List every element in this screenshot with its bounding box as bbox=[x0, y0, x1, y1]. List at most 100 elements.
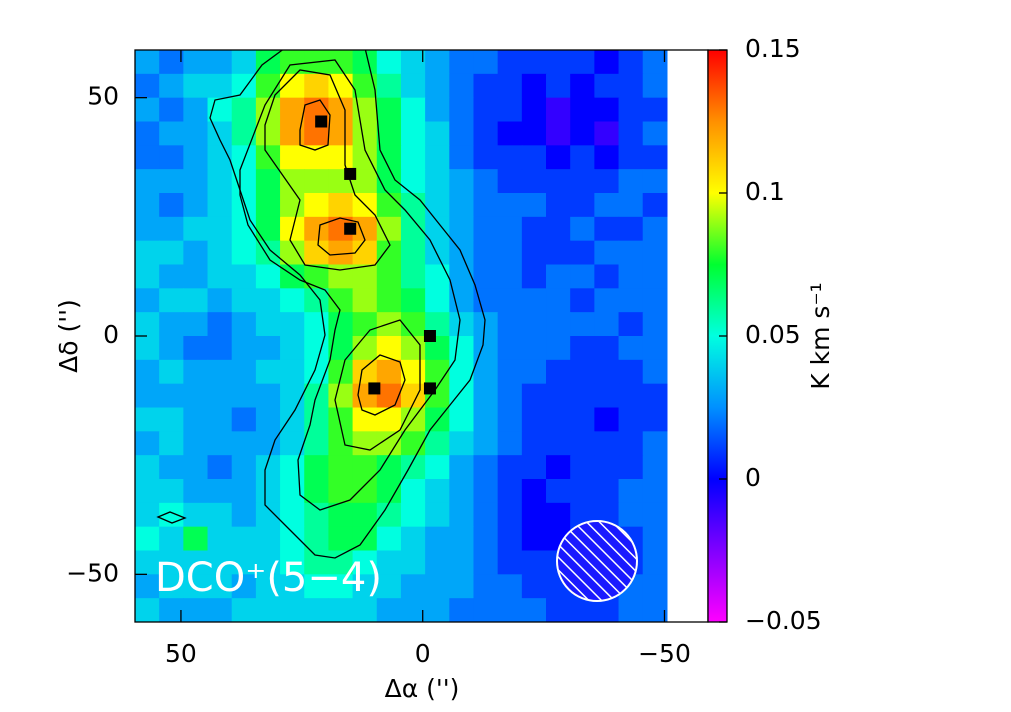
contour bbox=[334, 319, 421, 451]
heatmap-cell bbox=[328, 193, 354, 218]
heatmap-cell bbox=[255, 598, 281, 622]
heatmap-cell bbox=[497, 407, 523, 432]
heatmap-cell bbox=[642, 169, 668, 194]
heatmap-cell bbox=[328, 502, 354, 528]
heatmap-cell bbox=[570, 288, 595, 313]
heatmap-cell bbox=[352, 288, 378, 313]
heatmap-cell bbox=[642, 288, 668, 313]
heatmap-cell bbox=[183, 50, 209, 75]
heatmap-cell bbox=[183, 121, 209, 146]
heatmap-cell bbox=[159, 312, 184, 337]
heatmap-cell bbox=[207, 526, 233, 552]
heatmap-cell bbox=[376, 121, 402, 146]
heatmap-cell bbox=[231, 288, 257, 313]
heatmap-cell bbox=[183, 359, 209, 385]
heatmap-cell bbox=[570, 479, 595, 504]
heatmap-cell bbox=[400, 145, 426, 170]
heatmap-cell bbox=[207, 288, 233, 313]
heatmap-cell bbox=[400, 312, 426, 337]
heatmap-cell bbox=[594, 479, 620, 504]
heatmap-cell bbox=[352, 598, 378, 622]
source-marker bbox=[344, 167, 357, 180]
heatmap-cell bbox=[400, 574, 426, 599]
heatmap-cell bbox=[231, 407, 257, 432]
heatmap-cell bbox=[135, 193, 160, 218]
heatmap-cell bbox=[255, 121, 281, 146]
heatmap-cell bbox=[304, 550, 330, 575]
heatmap-cell bbox=[497, 240, 523, 266]
heatmap-cell bbox=[546, 455, 571, 480]
heatmap-cell bbox=[352, 240, 378, 266]
heatmap-cell bbox=[400, 479, 426, 504]
heatmap-cell bbox=[400, 169, 426, 194]
heatmap-cell bbox=[497, 359, 523, 385]
heatmap-cell bbox=[159, 264, 184, 289]
source-marker bbox=[368, 382, 381, 395]
heatmap-cell bbox=[449, 169, 475, 194]
heatmap-cell bbox=[473, 550, 499, 575]
heatmap-cell bbox=[449, 455, 475, 480]
heatmap-cell bbox=[642, 359, 668, 385]
heatmap-cell bbox=[159, 216, 184, 242]
heatmap-cell bbox=[183, 502, 209, 528]
contour bbox=[299, 99, 331, 151]
heatmap-cell bbox=[255, 383, 281, 409]
heatmap-cell bbox=[376, 574, 402, 599]
heatmap-cell bbox=[618, 479, 644, 504]
heatmap-cell bbox=[642, 97, 668, 123]
heatmap-cell bbox=[473, 336, 499, 361]
heatmap-cell bbox=[255, 288, 281, 313]
heatmap-cell bbox=[183, 455, 209, 480]
heatmap-cell bbox=[521, 169, 547, 194]
heatmap-cell bbox=[642, 407, 668, 432]
heatmap-cell bbox=[473, 121, 499, 146]
heatmap-cell bbox=[280, 526, 305, 552]
heatmap-cell bbox=[570, 598, 595, 622]
heatmap-cell bbox=[473, 97, 499, 123]
heatmap-cell bbox=[159, 97, 184, 123]
heatmap-cell bbox=[183, 574, 209, 599]
heatmap-cell bbox=[473, 359, 499, 385]
heatmap-cell bbox=[207, 359, 233, 385]
heatmap-cell bbox=[183, 73, 209, 99]
heatmap-cell bbox=[570, 240, 595, 266]
heatmap-cell bbox=[449, 407, 475, 432]
heatmap-cell bbox=[280, 145, 305, 170]
heatmap-cell bbox=[473, 574, 499, 599]
y-tick-label: −50 bbox=[66, 558, 119, 587]
heatmap-cell bbox=[376, 216, 402, 242]
heatmap-cell bbox=[546, 169, 571, 194]
heatmap-cell bbox=[425, 145, 450, 170]
heatmap-cell bbox=[521, 216, 547, 242]
heatmap-cell bbox=[231, 97, 257, 123]
heatmap-cell bbox=[618, 502, 644, 528]
colorbar-tick-label: −0.05 bbox=[745, 606, 822, 635]
heatmap-cell bbox=[352, 431, 378, 456]
heatmap-cell bbox=[473, 145, 499, 170]
heatmap-cell bbox=[352, 50, 378, 75]
heatmap-cell bbox=[183, 264, 209, 289]
heatmap-cell bbox=[570, 264, 595, 289]
heatmap-cell bbox=[618, 407, 644, 432]
heatmap-cell bbox=[642, 121, 668, 146]
heatmap-cell bbox=[425, 288, 450, 313]
heatmap-cell bbox=[376, 407, 402, 432]
heatmap-cell bbox=[135, 383, 160, 409]
contour bbox=[264, 69, 391, 271]
heatmap-cell bbox=[618, 97, 644, 123]
source-marker bbox=[344, 222, 357, 235]
heatmap-cell bbox=[231, 121, 257, 146]
heatmap-cell bbox=[449, 502, 475, 528]
heatmap-cell bbox=[183, 550, 209, 575]
heatmap-cell bbox=[521, 264, 547, 289]
heatmap-cell bbox=[425, 479, 450, 504]
heatmap-cell bbox=[594, 97, 620, 123]
heatmap-cell bbox=[497, 50, 523, 75]
heatmap-cell bbox=[521, 336, 547, 361]
heatmap-cell bbox=[521, 550, 547, 575]
beam bbox=[556, 520, 638, 602]
heatmap-cell bbox=[328, 145, 354, 170]
heatmap-cell bbox=[328, 73, 354, 99]
heatmap-cell bbox=[207, 73, 233, 99]
heatmap-cell bbox=[642, 574, 668, 599]
